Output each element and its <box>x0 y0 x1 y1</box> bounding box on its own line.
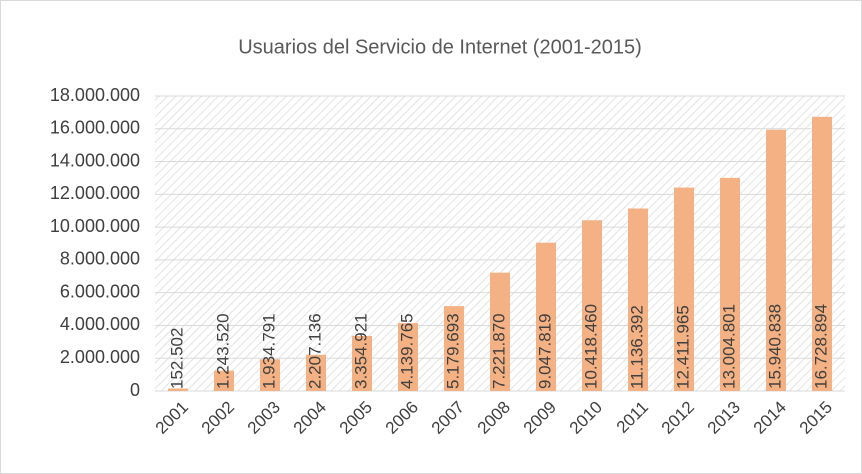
y-tick-label: 18.000.000 <box>50 85 140 105</box>
bar <box>168 388 188 391</box>
bar <box>766 129 786 391</box>
data-label: 10.418.460 <box>581 304 600 389</box>
bar <box>674 187 694 391</box>
data-label: 1.243.520 <box>213 313 232 389</box>
data-label: 11.136.392 <box>627 305 646 389</box>
y-tick-label: 16.000.000 <box>50 118 140 138</box>
chart-title: Usuarios del Servicio de Internet (2001-… <box>238 36 642 58</box>
bar <box>582 220 602 391</box>
data-label: 5.179.693 <box>443 313 462 389</box>
data-label: 3.354.921 <box>351 313 370 389</box>
bar <box>812 116 832 391</box>
y-tick-label: 14.000.000 <box>50 150 140 170</box>
bar <box>306 354 326 391</box>
data-label: 12.411.965 <box>673 305 692 389</box>
bar <box>398 323 418 391</box>
data-label: 15.940.838 <box>765 304 784 389</box>
data-label: 9.047.819 <box>535 313 554 389</box>
bar <box>628 208 648 391</box>
bar <box>214 370 234 391</box>
y-tick-label: 10.000.000 <box>50 216 140 236</box>
y-tick-label: 6.000.000 <box>60 281 140 301</box>
y-tick-label: 12.000.000 <box>50 183 140 203</box>
data-label: 1.934.791 <box>259 313 278 389</box>
bar <box>352 336 372 391</box>
data-label: 4.139.765 <box>397 313 416 389</box>
bar <box>444 306 464 391</box>
y-tick-label: 2.000.000 <box>60 347 140 367</box>
data-label: 2.207.136 <box>305 313 324 389</box>
data-label: 16.728.894 <box>811 304 830 389</box>
y-tick-label: 4.000.000 <box>60 314 140 334</box>
bar <box>720 177 740 391</box>
y-tick-label: 0 <box>130 380 140 400</box>
y-tick-label: 8.000.000 <box>60 249 140 269</box>
data-label: 7.221.870 <box>489 313 508 389</box>
bar <box>260 359 280 391</box>
bar <box>490 272 510 391</box>
data-label: 152.502 <box>167 328 186 389</box>
data-label: 13.004.801 <box>719 304 738 389</box>
bar <box>536 242 556 391</box>
